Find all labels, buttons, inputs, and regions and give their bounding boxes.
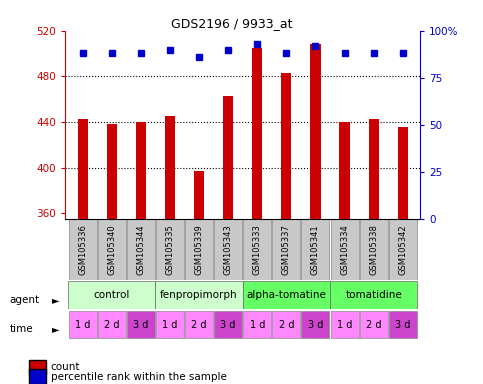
Bar — [127, 220, 155, 280]
Bar — [107, 124, 117, 219]
Text: ►: ► — [52, 295, 59, 305]
Bar — [281, 73, 291, 219]
Text: GSM105335: GSM105335 — [166, 224, 174, 275]
Text: 3 d: 3 d — [395, 319, 411, 330]
Bar — [369, 119, 379, 219]
Text: 3 d: 3 d — [220, 319, 236, 330]
Text: GSM105342: GSM105342 — [398, 224, 407, 275]
Bar — [398, 126, 408, 219]
Bar — [330, 281, 417, 309]
Bar — [165, 116, 175, 219]
Text: 1 d: 1 d — [75, 319, 90, 330]
Bar — [330, 311, 358, 338]
Bar — [272, 311, 300, 338]
Bar — [194, 171, 204, 219]
Bar — [311, 45, 321, 219]
Text: 3 d: 3 d — [308, 319, 323, 330]
Text: GSM105339: GSM105339 — [195, 224, 203, 275]
Bar — [214, 220, 242, 280]
Bar — [69, 220, 97, 280]
Bar — [98, 220, 126, 280]
Text: tomatidine: tomatidine — [345, 290, 402, 300]
Text: GSM105336: GSM105336 — [78, 224, 87, 275]
Text: 3 d: 3 d — [133, 319, 149, 330]
Text: time: time — [10, 324, 33, 334]
Bar — [252, 48, 262, 219]
Bar — [214, 311, 242, 338]
Bar — [156, 281, 243, 309]
Bar — [136, 122, 146, 219]
Bar — [98, 311, 126, 338]
Text: GSM105341: GSM105341 — [311, 224, 320, 275]
Text: GDS2196 / 9933_at: GDS2196 / 9933_at — [171, 17, 293, 30]
Bar — [185, 220, 213, 280]
Bar — [223, 96, 233, 219]
Text: ►: ► — [52, 324, 59, 334]
Bar — [389, 311, 417, 338]
Bar — [330, 220, 358, 280]
Bar — [68, 281, 156, 309]
Bar — [78, 119, 88, 219]
Text: count: count — [51, 362, 80, 372]
Bar — [243, 220, 271, 280]
Text: GSM105337: GSM105337 — [282, 224, 291, 275]
Text: GSM105343: GSM105343 — [224, 224, 233, 275]
Bar — [301, 311, 329, 338]
Text: GSM105338: GSM105338 — [369, 224, 378, 275]
Text: 2 d: 2 d — [104, 319, 119, 330]
Text: percentile rank within the sample: percentile rank within the sample — [51, 372, 227, 382]
Bar — [360, 311, 388, 338]
Text: 1 d: 1 d — [250, 319, 265, 330]
Text: fenpropimorph: fenpropimorph — [160, 290, 238, 300]
Text: 2 d: 2 d — [366, 319, 382, 330]
Bar — [243, 311, 271, 338]
Bar — [389, 220, 417, 280]
Bar — [185, 311, 213, 338]
Bar — [340, 122, 350, 219]
Bar — [156, 311, 184, 338]
Bar — [69, 311, 97, 338]
Text: GSM105340: GSM105340 — [107, 224, 116, 275]
Text: 2 d: 2 d — [191, 319, 207, 330]
Bar — [156, 220, 184, 280]
Bar — [243, 281, 330, 309]
Text: GSM105333: GSM105333 — [253, 224, 262, 275]
Bar — [301, 220, 329, 280]
Text: GSM105344: GSM105344 — [136, 224, 145, 275]
Text: control: control — [94, 290, 130, 300]
Bar — [272, 220, 300, 280]
Text: 1 d: 1 d — [162, 319, 178, 330]
Text: agent: agent — [10, 295, 40, 305]
Text: alpha-tomatine: alpha-tomatine — [246, 290, 327, 300]
Bar — [360, 220, 388, 280]
Text: GSM105334: GSM105334 — [340, 224, 349, 275]
Text: 1 d: 1 d — [337, 319, 352, 330]
Text: 2 d: 2 d — [279, 319, 294, 330]
Bar — [127, 311, 155, 338]
